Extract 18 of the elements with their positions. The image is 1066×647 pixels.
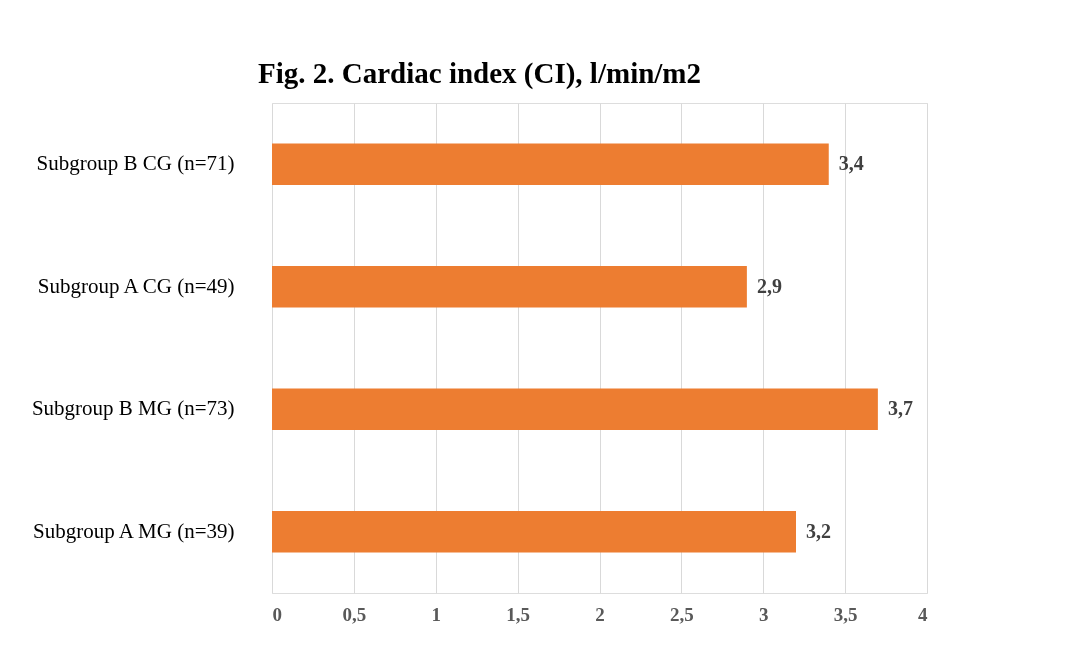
- x-tick-label: 3: [759, 603, 769, 625]
- data-label: 3,7: [887, 397, 913, 420]
- y-tick-label: Subgroup B MG (n=73): [31, 396, 235, 421]
- y-tick-label: Subgroup A CG (n=49): [37, 273, 235, 298]
- x-tick-label: 0,5: [342, 603, 367, 625]
- x-tick-label: 3,5: [833, 603, 858, 625]
- x-tick-label: 2: [595, 603, 605, 625]
- x-tick-label: 4: [918, 603, 928, 625]
- x-tick-label: 0: [272, 603, 282, 625]
- x-tick-label: 2,5: [670, 603, 694, 625]
- x-tick-label: 1: [431, 603, 441, 625]
- x-tick-label: 1,5: [506, 603, 530, 625]
- data-label: 2,9: [756, 274, 782, 297]
- y-tick-label: Subgroup A MG (n=39): [33, 518, 235, 543]
- y-tick-label: Subgroup B CG (n=71): [36, 151, 235, 176]
- data-label: 3,4: [838, 152, 864, 175]
- chart-title: Fig. 2. Cardiac index (CI), l/min/m2: [257, 57, 702, 90]
- data-label: 3,2: [806, 519, 831, 542]
